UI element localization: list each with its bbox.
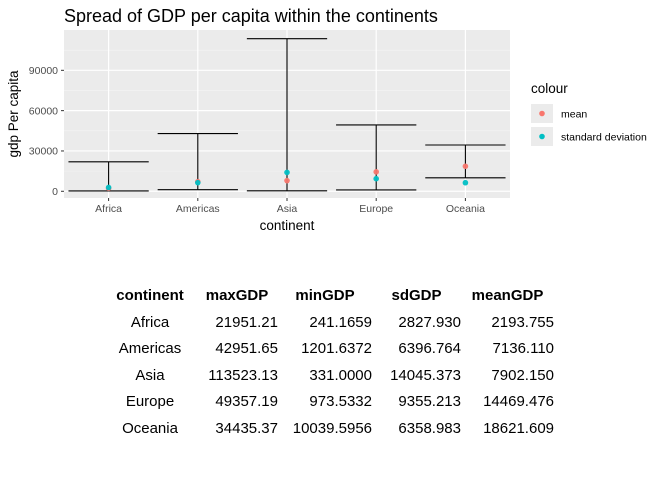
y-tick-label: 30000 <box>29 146 58 158</box>
x-tick-label: Asia <box>277 203 298 215</box>
cell-maxgdp: 113523.13 <box>208 366 278 384</box>
table-row: Americas 42951.65 1201.6372 6396.764 713… <box>104 336 554 363</box>
points <box>105 163 469 192</box>
x-axis-ticks: Africa Americas Asia Europe Oceania <box>95 198 485 215</box>
cell-meangdp: 18621.609 <box>483 419 554 437</box>
cell-maxgdp: 34435.37 <box>215 419 278 437</box>
sd-point-europe <box>373 175 380 182</box>
col-header-meangdp: meanGDP <box>471 287 544 304</box>
cell-sdgdp: 9355.213 <box>398 393 461 411</box>
cell-mingdp: 241.1659 <box>309 313 372 331</box>
cell-maxgdp: 21951.21 <box>215 313 278 331</box>
y-tick-label: 0 <box>52 186 58 198</box>
legend: colour mean standard deviation <box>531 81 647 146</box>
cell-sdgdp: 6358.983 <box>398 419 461 437</box>
summary-table: continent maxGDP minGDP sdGDP meanGDP Af… <box>104 282 554 442</box>
y-axis-title: gdp Per capita <box>6 70 21 158</box>
sd-point-asia <box>284 169 290 176</box>
y-axis-ticks: 0 30000 60000 90000 <box>29 65 64 198</box>
col-header-mingdp: minGDP <box>295 287 355 304</box>
y-tick-label: 60000 <box>29 105 58 117</box>
table-row: Africa 21951.21 241.1659 2827.930 2193.7… <box>104 309 554 336</box>
mean-point-oceania <box>462 163 469 170</box>
x-tick-label: Oceania <box>446 203 485 215</box>
errorbars <box>68 38 506 192</box>
cell-continent: Europe <box>125 393 175 411</box>
errorbar-oceania <box>425 144 506 179</box>
cell-meangdp: 7902.150 <box>491 366 554 384</box>
cell-sdgdp: 6396.764 <box>398 340 461 358</box>
cell-mingdp: 331.0000 <box>309 366 372 384</box>
cell-continent: Asia <box>135 366 165 384</box>
table-row: Asia 113523.13 331.0000 14045.373 7902.1… <box>104 362 554 389</box>
x-tick-label: Europe <box>359 203 393 215</box>
cell-sdgdp: 14045.373 <box>390 366 461 384</box>
chart: Spread of GDP per capita within the cont… <box>6 6 647 233</box>
x-axis-title: continent <box>260 218 315 233</box>
col-header-continent: continent <box>116 287 184 304</box>
table-header-row: continent maxGDP minGDP sdGDP meanGDP <box>104 282 554 309</box>
cell-meangdp: 7136.110 <box>492 340 554 358</box>
cell-maxgdp: 49357.19 <box>215 393 278 411</box>
cell-meangdp: 2193.755 <box>491 313 554 331</box>
mean-point-europe <box>373 169 380 175</box>
sd-point-oceania <box>462 179 469 186</box>
cell-continent: Africa <box>130 313 170 331</box>
table-row: Oceania 34435.37 10039.5956 6358.983 186… <box>104 415 554 442</box>
mean-point-asia <box>284 177 290 184</box>
cell-continent: Americas <box>118 340 182 358</box>
cell-mingdp: 10039.5956 <box>292 419 372 437</box>
x-tick-label: Africa <box>95 203 122 215</box>
x-tick-label: Americas <box>176 203 220 215</box>
cell-sdgdp: 2827.930 <box>398 313 461 331</box>
chart-title: Spread of GDP per capita within the cont… <box>64 6 438 26</box>
cell-mingdp: 1201.6372 <box>301 340 372 358</box>
legend-key-mean <box>539 110 545 117</box>
legend-label-mean: mean <box>561 109 587 121</box>
cell-mingdp: 973.5332 <box>309 393 372 411</box>
cell-maxgdp: 42951.65 <box>215 340 278 358</box>
sd-point-americas <box>195 179 201 186</box>
cell-meangdp: 14469.476 <box>483 393 554 411</box>
col-header-maxgdp: maxGDP <box>205 287 269 304</box>
y-tick-label: 90000 <box>29 65 58 77</box>
legend-label-standard-deviation: standard deviation <box>561 132 647 144</box>
errorbar-asia <box>246 38 328 192</box>
cell-continent: Oceania <box>122 419 178 437</box>
col-header-sdgdp: sdGDP <box>391 287 442 304</box>
legend-key-standard-deviation <box>539 133 545 140</box>
table-row: Europe 49357.19 973.5332 9355.213 14469.… <box>104 389 554 416</box>
legend-title: colour <box>531 81 568 96</box>
sd-point-africa <box>105 184 112 191</box>
